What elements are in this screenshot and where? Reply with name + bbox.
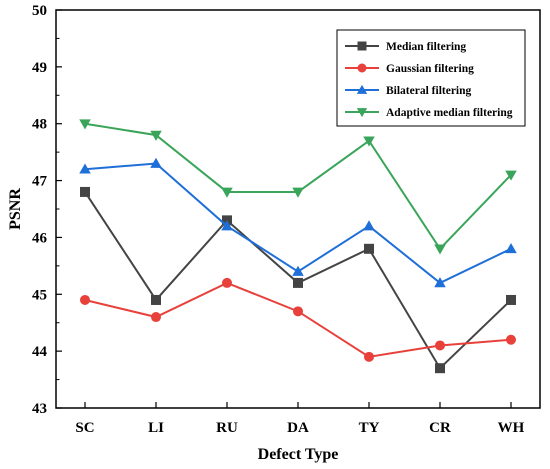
data-point — [222, 277, 232, 288]
legend-swatch-marker — [356, 108, 368, 118]
legend-swatch-marker — [357, 63, 367, 73]
legend-item: Bilateral filtering — [345, 84, 472, 97]
legend-label: Median filtering — [386, 41, 466, 53]
legend: Median filtering Gaussian filtering Bilate… — [336, 29, 526, 127]
x-tick-label: LI — [148, 420, 164, 436]
data-point — [435, 363, 445, 374]
y-tick-label: 45 — [32, 287, 47, 303]
y-tick-label: 48 — [32, 117, 47, 133]
data-point — [150, 157, 162, 168]
data-point — [434, 277, 446, 288]
data-point — [221, 220, 233, 231]
data-point — [293, 277, 303, 288]
y-axis: 43 44 45 46 47 48 49 50 — [32, 3, 62, 417]
data-point — [151, 294, 161, 305]
legend-label: Bilateral filtering — [386, 85, 472, 97]
series-line — [84, 162, 512, 285]
series-group — [79, 119, 517, 374]
data-point — [364, 351, 374, 362]
series-bilateral-filtering — [79, 157, 517, 288]
series-adaptive-median-filtering — [79, 119, 517, 255]
data-point — [505, 243, 517, 254]
x-tick-label: CR — [429, 420, 451, 436]
data-point — [79, 163, 91, 174]
x-tick-label: RU — [216, 420, 238, 436]
legend-item: Median filtering — [345, 41, 466, 53]
y-tick-label: 50 — [32, 3, 47, 19]
data-point — [80, 186, 90, 197]
data-point — [79, 119, 91, 130]
y-tick-label: 46 — [32, 230, 48, 246]
data-point — [506, 294, 516, 305]
series-line — [84, 281, 512, 358]
data-point — [363, 220, 375, 231]
y-tick-label: 49 — [32, 60, 47, 76]
data-point — [150, 130, 162, 141]
data-point — [293, 306, 303, 317]
data-point — [292, 265, 304, 276]
x-axis: SC LI RU DA TY CR WH — [75, 402, 525, 436]
data-point — [80, 294, 90, 305]
data-point — [292, 187, 304, 198]
x-axis-title: Defect Type — [258, 446, 339, 463]
y-axis-title: PSNR — [7, 188, 24, 230]
data-point — [434, 244, 446, 255]
y-tick-label: 44 — [32, 344, 48, 360]
legend-item: Adaptive median filtering — [345, 107, 513, 119]
data-point — [221, 187, 233, 198]
legend-item: Gaussian filtering — [345, 63, 474, 75]
data-point — [363, 136, 375, 147]
x-tick-label: WH — [498, 420, 525, 436]
data-point — [364, 243, 374, 254]
data-point — [506, 334, 516, 345]
data-point — [505, 170, 517, 181]
x-tick-label: TY — [359, 420, 380, 436]
series-gaussian-filtering — [80, 277, 516, 362]
data-point — [435, 340, 445, 351]
y-tick-label: 43 — [32, 401, 47, 417]
x-tick-label: DA — [287, 420, 309, 436]
series-line — [84, 122, 512, 251]
x-tick-label: SC — [75, 420, 94, 436]
legend-swatch-marker — [356, 84, 368, 94]
legend-label: Adaptive median filtering — [386, 107, 513, 119]
legend-swatch-marker — [357, 41, 367, 51]
legend-label: Gaussian filtering — [386, 63, 474, 75]
y-tick-label: 47 — [32, 174, 48, 190]
data-point — [151, 312, 161, 323]
